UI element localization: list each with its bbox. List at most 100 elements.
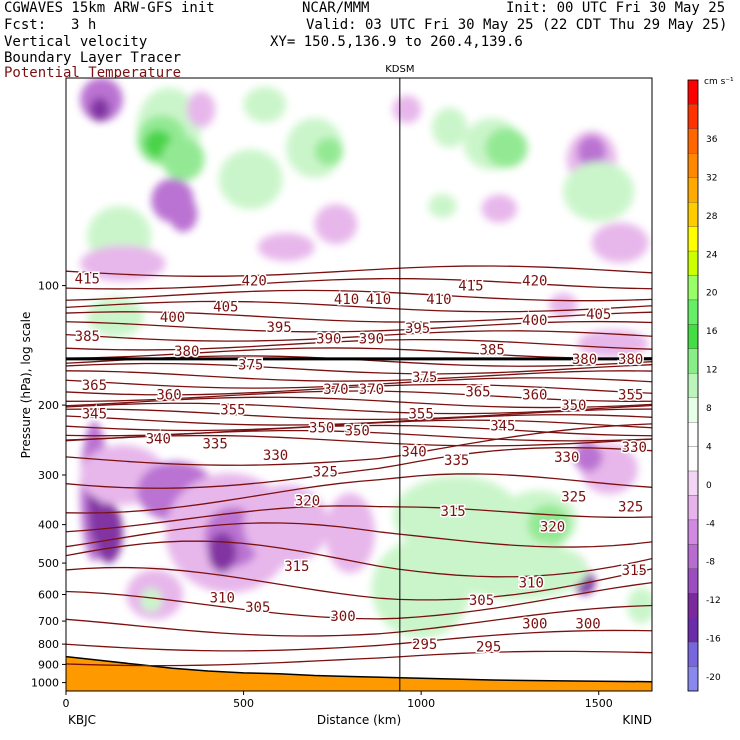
y-tick-label: 500 (38, 557, 59, 570)
x-tick-label: 1500 (585, 697, 613, 710)
field-vertical-velocity: Vertical velocity (4, 34, 148, 50)
theta-contour (66, 505, 652, 533)
theta-label: 305 (469, 593, 494, 609)
theta-contour (66, 582, 652, 620)
theta-label: 415 (458, 279, 483, 295)
colorbar-frame (687, 79, 699, 692)
theta-label: 360 (522, 387, 547, 403)
theta-label: 410 (334, 292, 359, 308)
station-label-kdsm: KDSM (385, 64, 414, 75)
theta-label: 305 (245, 600, 270, 616)
theta-contour (66, 311, 652, 323)
colorbar-swatch (687, 202, 699, 227)
cross-section-xy: XY= 150.5,136.9 to 260.4,139.6 (270, 34, 523, 50)
colorbar-label: -8 (706, 558, 715, 568)
velocity-blob (314, 204, 358, 245)
theta-contour (66, 629, 652, 652)
theta-contour (66, 408, 652, 421)
theta-label: 330 (263, 448, 288, 464)
theta-contours (66, 265, 652, 667)
terrain-fill (66, 656, 652, 691)
colorbar-swatch (687, 324, 699, 349)
velocity-blob (257, 233, 315, 262)
theta-contour-labels: 415 420 410 410 405 400 395 390 390 385 380 375 370 3… (73, 270, 648, 657)
theta-contour (66, 650, 652, 667)
theta-label: 415 (75, 272, 100, 288)
velocity-blob (573, 441, 603, 472)
theta-label: 320 (540, 520, 565, 536)
theta-contour (66, 423, 652, 466)
theta-label: 300 (330, 609, 355, 625)
theta-label: 345 (490, 418, 515, 434)
colorbar-label: 36 (706, 135, 718, 145)
forecast-label: Fcst: (4, 17, 47, 33)
field-theta: Potential Temperature (4, 65, 182, 81)
colorbar-swatch (687, 373, 699, 398)
forecast-hour: 3 h (71, 17, 97, 33)
colorbar-swatch (687, 666, 699, 692)
colorbar-swatch (687, 153, 699, 178)
colorbar-unit: cm s⁻¹ (704, 77, 734, 87)
y-tick-label: 400 (38, 519, 59, 532)
colorbar-swatch (687, 446, 699, 472)
theta-label: 390 (316, 332, 341, 348)
valid-time: Valid: 03 UTC Fri 30 May 25 (22 CDT Thu … (306, 17, 728, 33)
theta-label: 375 (412, 370, 437, 386)
theta-contour (66, 347, 652, 359)
colorbar-swatch (687, 275, 699, 301)
theta-label: 315 (440, 504, 465, 520)
terrain-outline (66, 655, 652, 683)
velocity-blob (563, 161, 635, 222)
y-axis: 100 200 300 400 500 600 700 800 900 1000 (31, 280, 66, 690)
theta-contour (66, 473, 652, 514)
theta-contour (66, 362, 652, 375)
theta-label: 325 (618, 499, 643, 515)
theta-label: 380 (618, 352, 643, 368)
colorbar-swatch (687, 641, 699, 667)
velocity-blob (186, 91, 216, 128)
theta-contour (66, 300, 652, 313)
colorbar-swatch (687, 519, 699, 545)
theta-label: 330 (622, 440, 647, 456)
velocity-blob (446, 539, 589, 600)
colorbar-label: 0 (706, 481, 712, 491)
velocity-blob (577, 135, 606, 168)
theta-label: 380 (174, 344, 199, 360)
colorbar-swatch (687, 299, 699, 325)
colorbar-swatch (687, 568, 699, 594)
theta-contour (66, 330, 652, 342)
colorbar-label: -4 (706, 519, 715, 529)
center-name: NCAR/MMM (302, 0, 370, 16)
x-tick-label: 500 (233, 697, 254, 710)
colorbar-label: 32 (706, 173, 717, 183)
theta-label: 395 (405, 321, 430, 337)
velocity-blob (94, 503, 123, 564)
theta-label: 380 (572, 352, 597, 368)
theta-label: 355 (409, 407, 434, 423)
x-tick-label: 0 (63, 697, 70, 710)
theta-contour (66, 522, 652, 548)
colorbar-label: 20 (706, 289, 718, 299)
theta-contour (66, 277, 652, 290)
colorbar-label: 16 (706, 327, 718, 337)
theta-label: 355 (618, 387, 643, 403)
velocity-blob (243, 484, 329, 565)
theta-label: 385 (75, 329, 100, 345)
colorbar-swatch (687, 422, 699, 447)
colorbar-swatch (687, 617, 699, 643)
plot-frame (65, 77, 653, 692)
velocity-blob (591, 222, 649, 263)
theta-label: 310 (210, 590, 235, 606)
theta-contour (66, 396, 652, 409)
theta-label: 410 (366, 292, 391, 308)
velocity-blob (485, 127, 528, 168)
theta-label: 310 (519, 576, 544, 592)
colorbar: 36 32 28 24 20 16 12 8 4 0 -4 -8 -12 -16 -20 (687, 79, 721, 692)
theta-label: 325 (313, 465, 338, 481)
velocity-blob (87, 297, 145, 338)
velocity-blob (168, 195, 198, 232)
colorbar-swatch (687, 177, 699, 203)
velocity-blob (218, 149, 283, 210)
x-tick-label: 1000 (407, 697, 435, 710)
theta-contour (66, 383, 652, 396)
